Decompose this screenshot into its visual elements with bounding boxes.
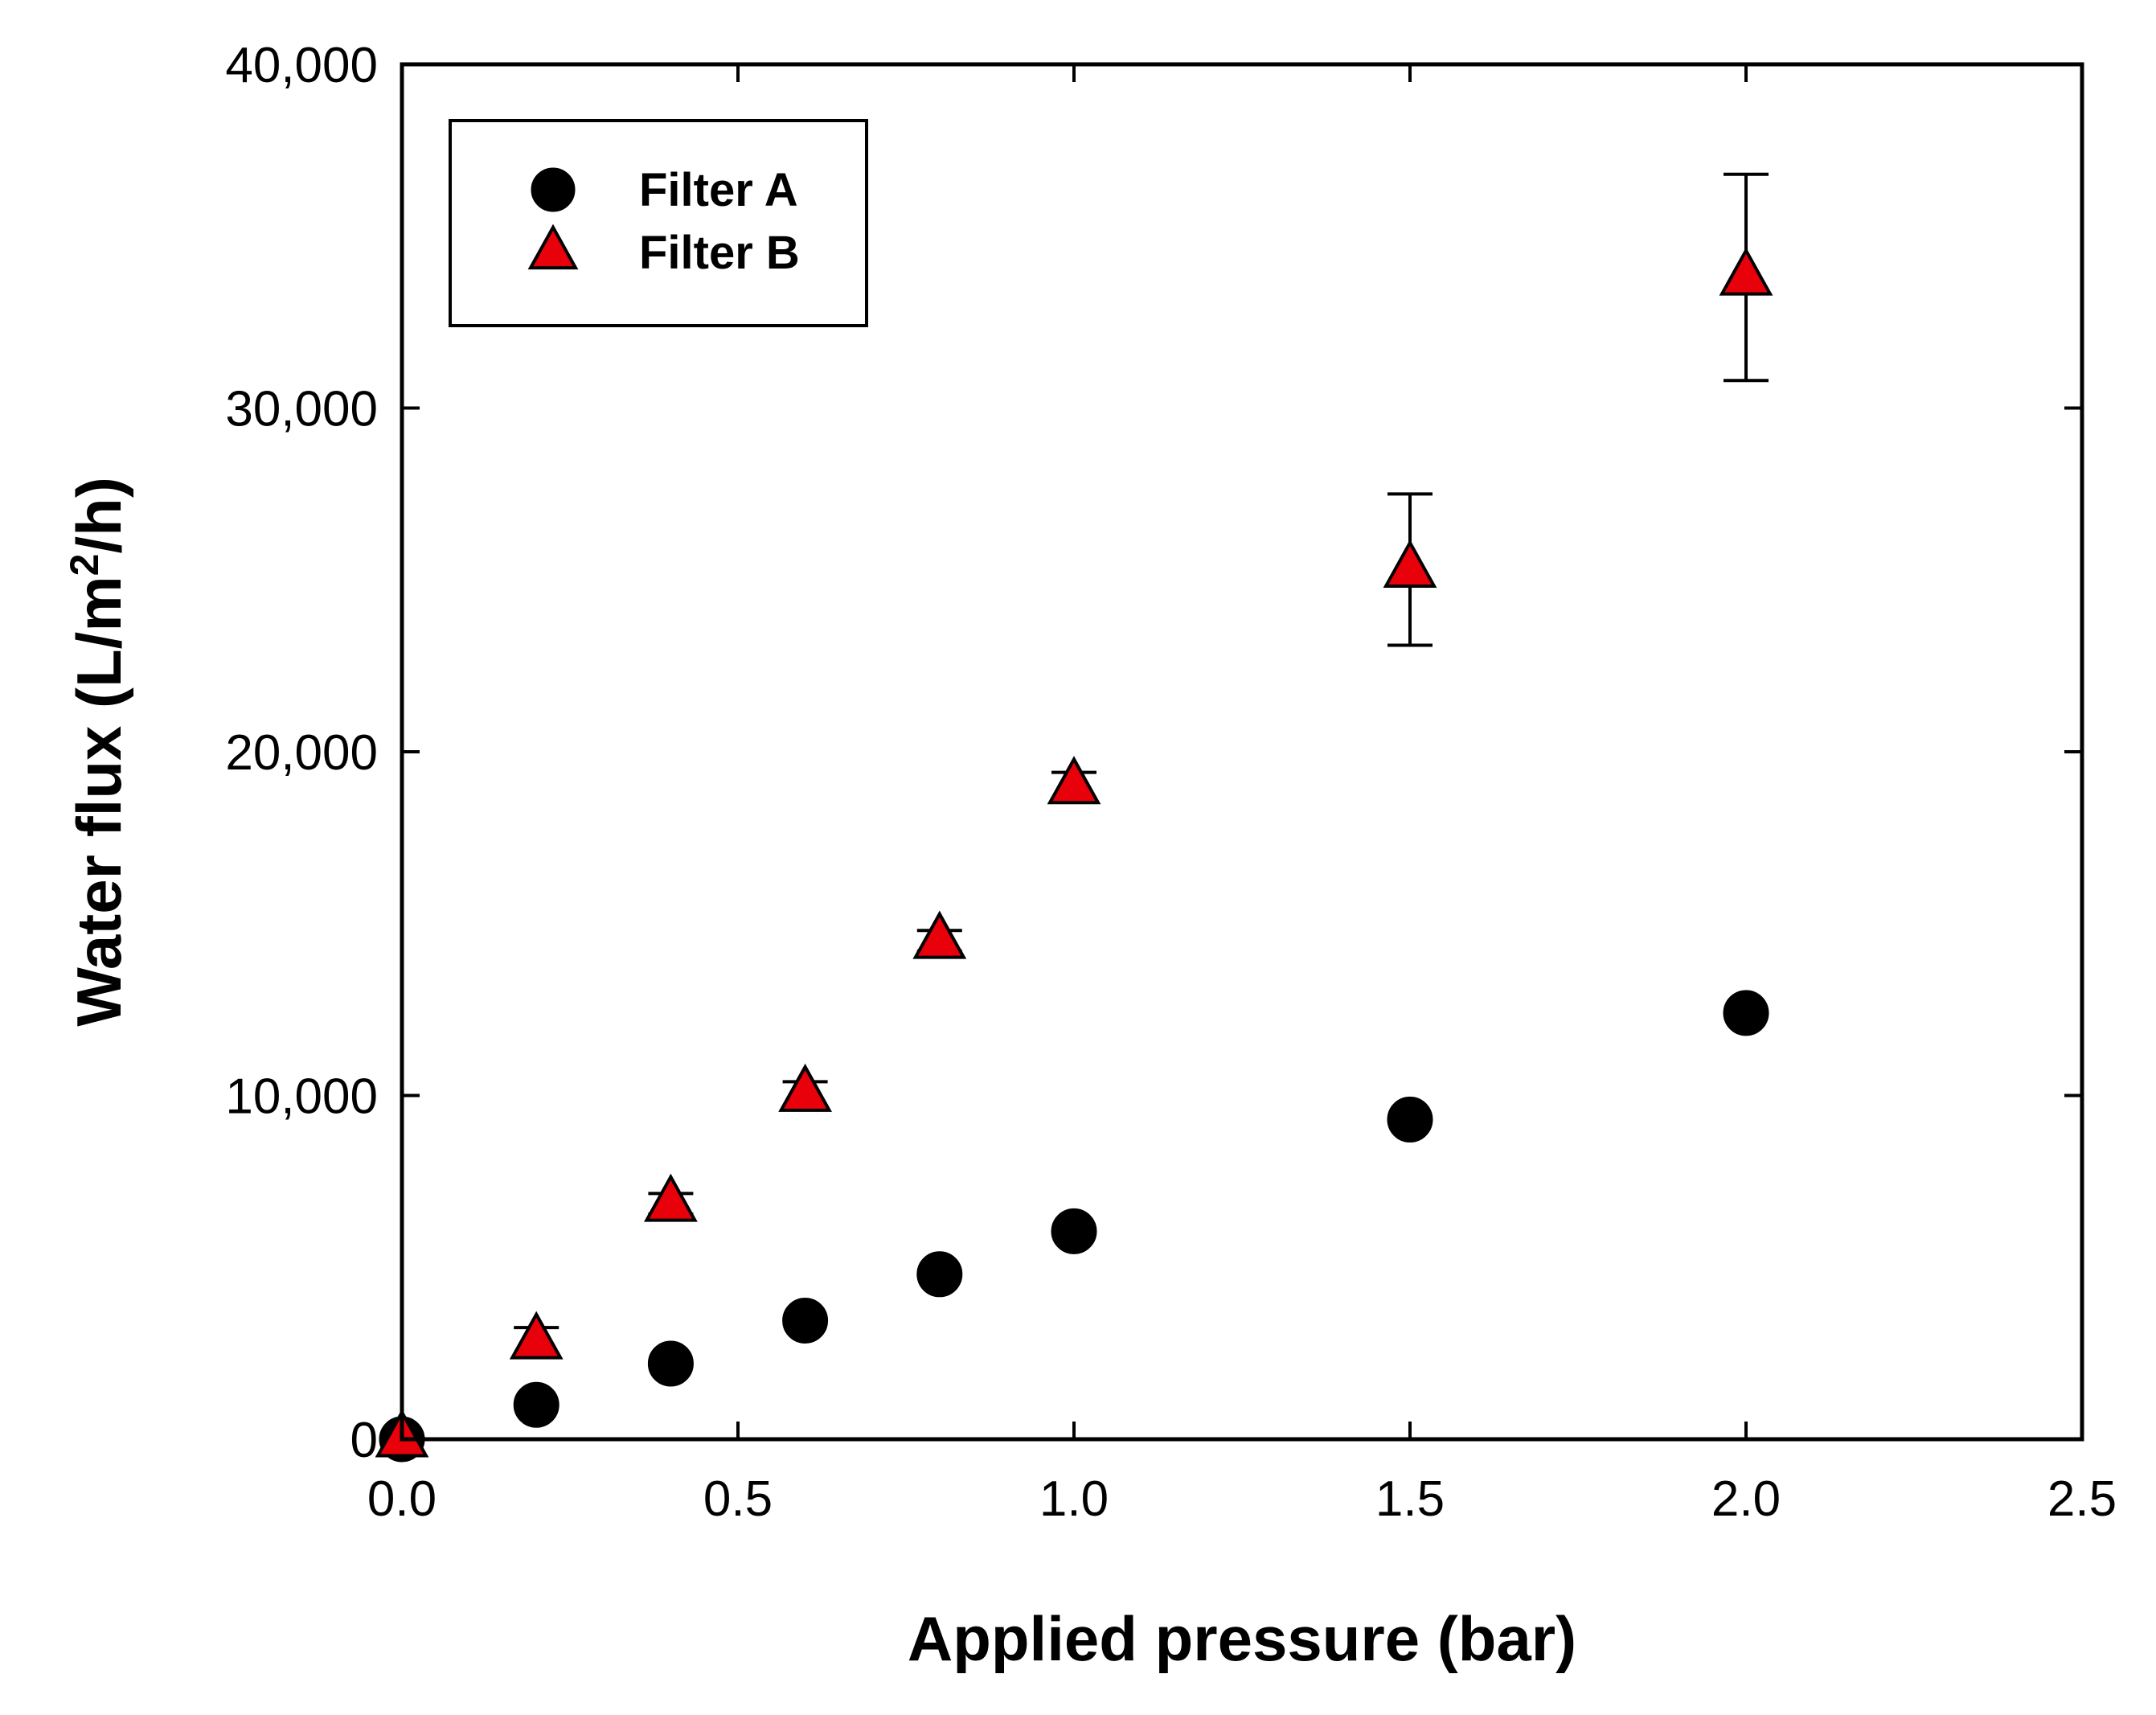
x-axis-title: Applied pressure (bar) [908,1603,1576,1674]
filter-a-point [1387,1096,1433,1143]
filter-b-point [1383,539,1437,588]
x-tick-label: 2.5 [2047,1471,2117,1527]
plot-area-frame [400,62,2084,1442]
filter-a-point [647,1340,694,1387]
filter-b-point [912,910,967,959]
legend-filter-b-marker [527,224,579,270]
y-tick-label: 20,000 [225,725,378,781]
legend-box [449,119,868,327]
legend-filter-b-label: Filter B [639,227,800,279]
filter-b-point [1719,247,1773,296]
x-tick-label: 0.0 [367,1471,437,1527]
filter-a-point [1723,990,1769,1036]
y-axis-title-main: Water flux (L/m [64,576,134,1026]
y-axis-title-superscript: 2 [62,554,107,576]
filter-b-point [644,1173,698,1222]
y-tick-label: 0 [350,1413,378,1468]
filter-a-point [1051,1208,1097,1254]
x-tick-label: 2.0 [1711,1471,1781,1527]
y-tick-label: 40,000 [225,38,378,93]
x-tick-label: 1.0 [1039,1471,1109,1527]
filter-b-point [1047,756,1101,805]
legend: Filter A Filter B [449,119,868,327]
x-tick-label: 0.5 [703,1471,773,1527]
y-axis-title: Water flux (L/m2/h) [62,477,134,1027]
x-tick-label: 1.5 [1375,1471,1445,1527]
legend-filter-a-label: Filter A [639,164,798,216]
filter-a-point [782,1298,829,1344]
y-tick-label: 10,000 [225,1069,378,1125]
filter-b-point [778,1063,832,1112]
legend-filter-a-marker [531,167,576,212]
filter-a-point [916,1251,963,1298]
y-axis-title-end: /h) [64,477,134,553]
filter-b-point [509,1311,564,1360]
filter-a-point [513,1381,559,1428]
y-tick-label: 30,000 [225,382,378,437]
